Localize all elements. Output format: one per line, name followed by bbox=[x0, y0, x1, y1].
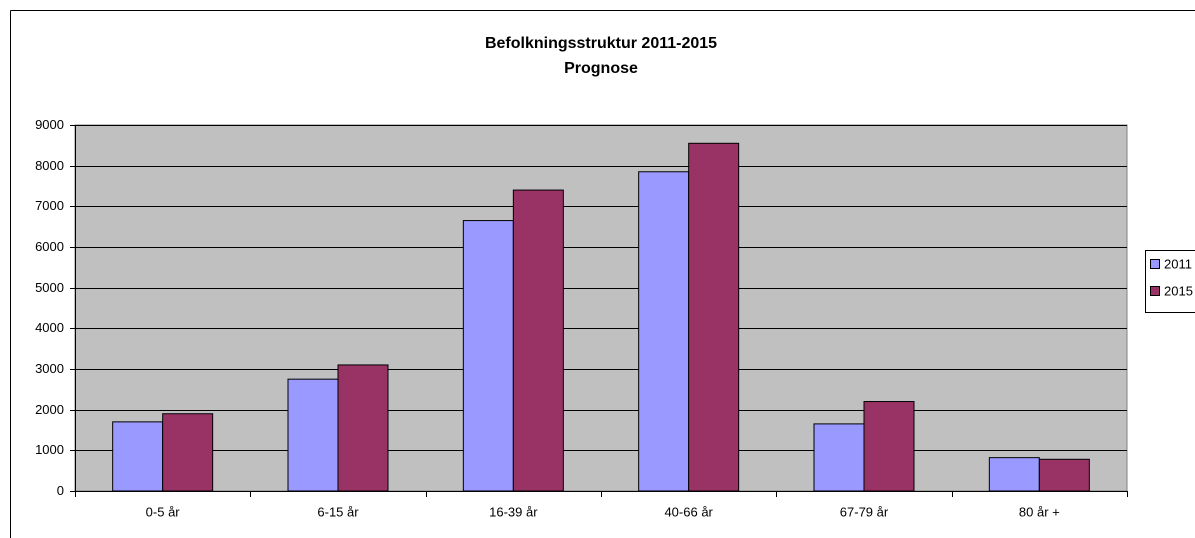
bar bbox=[988, 457, 1040, 492]
x-tick-label: 16-39 år bbox=[489, 504, 538, 519]
y-tick-label: 9000 bbox=[35, 117, 64, 132]
bar bbox=[1038, 458, 1090, 492]
x-tick-label: 40-66 år bbox=[664, 504, 713, 519]
y-tick-label: 1000 bbox=[35, 442, 64, 457]
x-tick-label: 6-15 år bbox=[317, 504, 359, 519]
y-tick-label: 7000 bbox=[35, 198, 64, 213]
bar bbox=[162, 413, 214, 492]
y-tick-label: 8000 bbox=[35, 158, 64, 173]
x-tick-label: 0-5 år bbox=[146, 504, 181, 519]
bar bbox=[337, 364, 389, 492]
bar bbox=[688, 142, 740, 492]
bar bbox=[813, 423, 865, 492]
plot-area bbox=[74, 124, 1128, 492]
y-tick-label: 2000 bbox=[35, 402, 64, 417]
x-tick-label: 80 år + bbox=[1019, 504, 1060, 519]
legend-label: 2015 bbox=[1164, 283, 1193, 298]
bar bbox=[512, 189, 564, 492]
y-tick-label: 6000 bbox=[35, 239, 64, 254]
y-tick-label: 3000 bbox=[35, 361, 64, 376]
legend-swatch bbox=[1150, 286, 1160, 296]
legend-swatch bbox=[1150, 259, 1160, 269]
bar bbox=[112, 421, 164, 492]
bar bbox=[638, 171, 690, 492]
chart-subtitle: Prognose bbox=[564, 60, 638, 77]
bar bbox=[863, 401, 915, 492]
bar bbox=[287, 378, 339, 492]
bar bbox=[462, 220, 514, 492]
legend-label: 2011 bbox=[1164, 256, 1192, 271]
y-tick-label: 4000 bbox=[35, 320, 64, 335]
chart-title: Befolkningsstruktur 2011-2015 bbox=[485, 35, 717, 52]
y-tick-label: 0 bbox=[57, 483, 64, 498]
y-tick-label: 5000 bbox=[35, 280, 64, 295]
x-tick-label: 67-79 år bbox=[840, 504, 889, 519]
